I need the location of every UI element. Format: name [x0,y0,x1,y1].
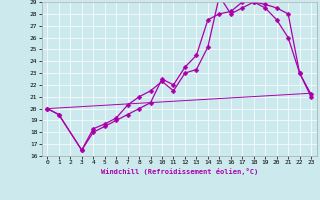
X-axis label: Windchill (Refroidissement éolien,°C): Windchill (Refroidissement éolien,°C) [100,168,258,175]
